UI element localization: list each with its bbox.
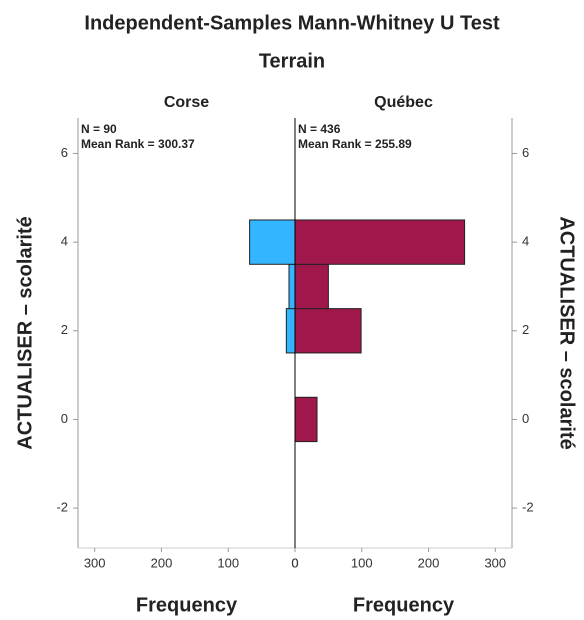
bar: [249, 219, 296, 265]
x-tick-label: 100: [217, 555, 239, 570]
chart-subtitle: Terrain: [259, 50, 325, 72]
y-axis-label-right: ACTUALISER – scolarité: [556, 216, 578, 449]
y-tick-label: 0: [61, 411, 68, 426]
annotation: Mean Rank = 255.89: [298, 137, 412, 151]
x-tick-label: 0: [291, 555, 298, 570]
x-tick-label: 200: [418, 555, 440, 570]
y-tick-label-right: 6: [522, 145, 529, 160]
annotation: N = 90: [81, 122, 117, 136]
y-tick-label: 4: [61, 234, 68, 249]
bar: [294, 308, 362, 354]
bar: [294, 396, 318, 443]
x-tick-label: 100: [351, 555, 373, 570]
x-axis-label: Frequency: [136, 594, 238, 616]
annotation: N = 436: [298, 122, 341, 136]
bar: [294, 263, 329, 310]
x-tick-label: 0: [291, 555, 298, 570]
y-tick-label: 2: [61, 322, 68, 337]
chart-title: Independent-Samples Mann-Whitney U Test: [84, 12, 500, 34]
y-axis-label: ACTUALISER – scolarité: [14, 216, 36, 449]
y-tick-label: 6: [61, 145, 68, 160]
panel-label: Corse: [164, 94, 209, 111]
annotation: Mean Rank = 300.37: [81, 137, 195, 151]
bar: [285, 308, 296, 354]
y-tick-label-right: -2: [522, 500, 534, 515]
x-tick-label: 300: [484, 555, 506, 570]
bar: [288, 263, 296, 310]
bar: [294, 219, 466, 265]
x-tick-label: 300: [84, 555, 106, 570]
x-tick-label: 200: [151, 555, 173, 570]
y-tick-label: -2: [56, 500, 68, 515]
y-tick-label-right: 2: [522, 322, 529, 337]
x-axis-label: Frequency: [353, 594, 455, 616]
y-tick-label-right: 0: [522, 411, 529, 426]
y-tick-label-right: 4: [522, 234, 529, 249]
panel-label: Québec: [374, 94, 433, 111]
